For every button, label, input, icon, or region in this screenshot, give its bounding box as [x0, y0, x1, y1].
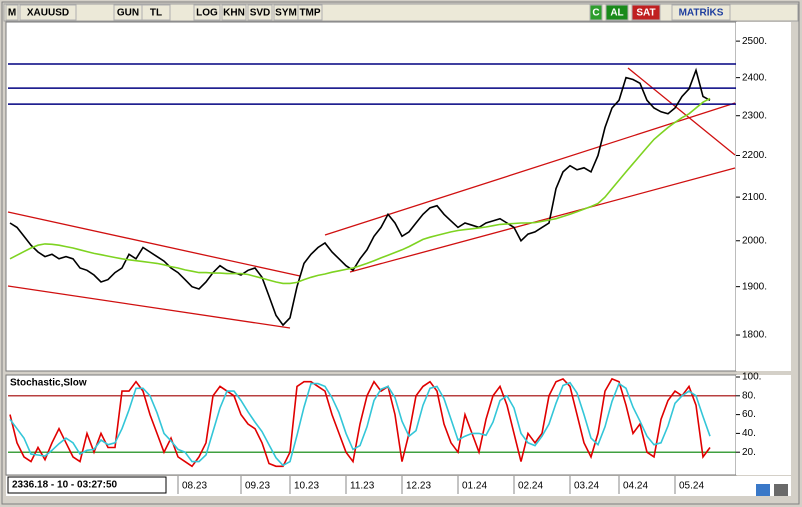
y-tick-label: 2300. — [742, 110, 767, 121]
price-panel — [5, 21, 737, 372]
toolbar-label[interactable]: XAUUSD — [27, 8, 69, 19]
x-tick-label: 02.24 — [518, 481, 543, 492]
icon[interactable] — [756, 484, 770, 496]
y-tick-label: 2200. — [742, 150, 767, 161]
trend-line — [7, 285, 291, 329]
y-tick-label: 2000. — [742, 235, 767, 246]
toolbar-label[interactable]: SYM — [275, 8, 297, 19]
trend-lines — [7, 67, 736, 329]
series-line — [9, 97, 711, 285]
toolbar-label[interactable]: C — [592, 8, 599, 19]
toolbar-label[interactable]: KHN — [223, 8, 245, 19]
y-tick-label: 100. — [742, 372, 761, 383]
icon[interactable] — [774, 484, 788, 496]
toolbar-button[interactable] — [605, 4, 629, 21]
y-tick-label: 1800. — [742, 330, 767, 341]
trend-line — [627, 67, 736, 156]
status-box — [7, 476, 167, 494]
trend-line — [7, 211, 301, 277]
y-tick-label: 20. — [742, 447, 756, 458]
toolbar-button[interactable] — [297, 4, 323, 21]
toolbar-label[interactable]: GUN — [117, 8, 139, 19]
toolbar-button[interactable] — [193, 4, 221, 21]
toolbar-label[interactable]: MATRİKS — [679, 6, 724, 19]
panel-title: Stochastic,Slow — [10, 378, 87, 389]
toolbar-button[interactable] — [141, 4, 171, 21]
toolbar-button[interactable] — [671, 4, 731, 21]
toolbar-label[interactable]: SAT — [636, 8, 655, 19]
toolbar-label[interactable]: TL — [150, 8, 162, 19]
x-tick-label: 01.24 — [462, 481, 487, 492]
toolbar-button[interactable] — [589, 4, 603, 21]
y-tick-label: 1900. — [742, 281, 767, 292]
y-tick-label: 40. — [742, 428, 756, 439]
y-tick-label: 2100. — [742, 192, 767, 203]
y-tick-label: 2400. — [742, 72, 767, 83]
x-tick-label: 03.24 — [574, 481, 599, 492]
toolbar-button[interactable] — [247, 4, 273, 21]
stoch-axis-area — [736, 375, 791, 475]
series-line — [9, 377, 711, 468]
toolbar-label[interactable]: M — [8, 8, 16, 19]
toolbar-label[interactable]: AL — [610, 8, 623, 19]
series-line — [9, 381, 711, 467]
toolbar-label[interactable]: LOG — [196, 8, 218, 19]
x-tick-label: 04.24 — [623, 481, 648, 492]
x-tick-label: 11.23 — [350, 481, 375, 492]
y-tick-label: 2500. — [742, 36, 767, 47]
toolbar-button[interactable] — [5, 4, 19, 21]
toolbar-button[interactable] — [221, 4, 247, 21]
trend-line — [349, 167, 736, 273]
x-tick-label: 05.24 — [679, 481, 704, 492]
price-axis-area — [736, 22, 791, 371]
toolbar-label[interactable]: TMP — [299, 8, 320, 19]
y-tick-label: 60. — [742, 409, 756, 420]
x-tick-label: 09.23 — [245, 481, 270, 492]
time-axis-area — [6, 476, 791, 496]
toolbar-label[interactable]: SVD — [250, 8, 271, 19]
trend-line — [324, 102, 736, 236]
x-tick-label: 10.23 — [294, 481, 319, 492]
status-text: 2336.18 - 10 - 03:27:50 — [12, 480, 118, 491]
x-tick-label: 08.23 — [182, 481, 207, 492]
x-tick-label: 12.23 — [406, 481, 431, 492]
toolbar-button[interactable] — [631, 4, 661, 21]
toolbar-button[interactable] — [19, 4, 77, 21]
y-tick-label: 80. — [742, 390, 756, 401]
